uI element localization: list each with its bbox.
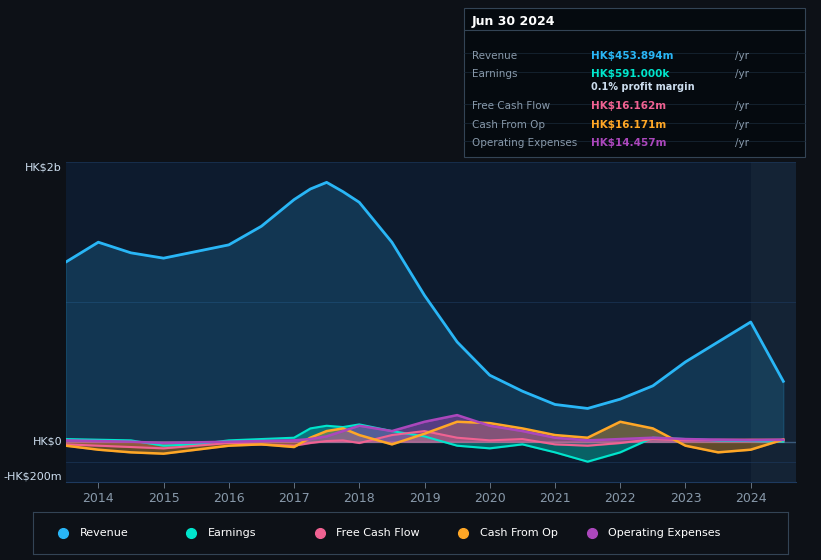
- Text: HK$591.000k: HK$591.000k: [591, 69, 669, 80]
- Text: /yr: /yr: [735, 120, 749, 130]
- Text: Jun 30 2024: Jun 30 2024: [472, 15, 556, 28]
- Bar: [750, 162, 796, 482]
- Text: Operating Expenses: Operating Expenses: [608, 529, 721, 538]
- Text: Free Cash Flow: Free Cash Flow: [472, 101, 550, 111]
- Text: HK$14.457m: HK$14.457m: [591, 138, 667, 148]
- Text: Cash From Op: Cash From Op: [480, 529, 557, 538]
- Text: 0.1% profit margin: 0.1% profit margin: [591, 82, 695, 92]
- Text: /yr: /yr: [735, 69, 749, 80]
- Text: HK$2b: HK$2b: [25, 162, 62, 172]
- Text: Revenue: Revenue: [80, 529, 128, 538]
- Text: /yr: /yr: [735, 50, 749, 60]
- Text: /yr: /yr: [735, 101, 749, 111]
- Text: HK$0: HK$0: [32, 437, 62, 447]
- Text: /yr: /yr: [735, 138, 749, 148]
- Text: Earnings: Earnings: [208, 529, 257, 538]
- Text: Free Cash Flow: Free Cash Flow: [337, 529, 420, 538]
- Text: Revenue: Revenue: [472, 50, 517, 60]
- Text: Cash From Op: Cash From Op: [472, 120, 545, 130]
- Text: HK$453.894m: HK$453.894m: [591, 50, 673, 60]
- Text: HK$16.162m: HK$16.162m: [591, 101, 667, 111]
- Text: Earnings: Earnings: [472, 69, 517, 80]
- Text: Operating Expenses: Operating Expenses: [472, 138, 577, 148]
- Text: HK$16.171m: HK$16.171m: [591, 120, 667, 130]
- Text: -HK$200m: -HK$200m: [3, 472, 62, 482]
